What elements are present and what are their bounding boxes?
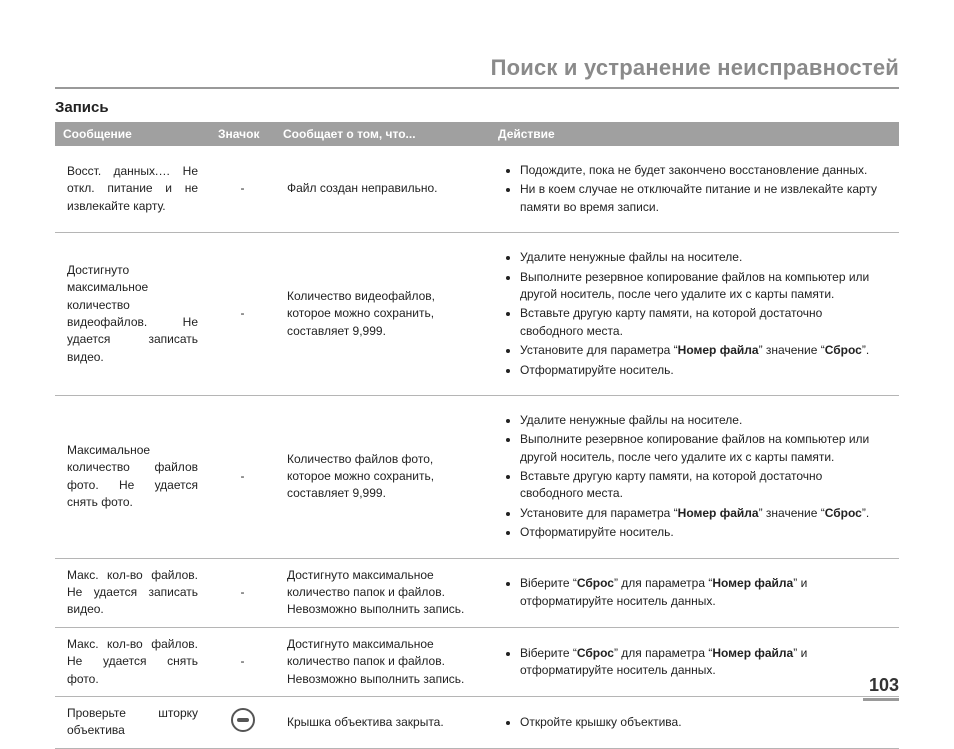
action-list: Удалите ненужные файлы на носителе. Выпол…	[502, 412, 887, 542]
section-title: Запись	[55, 99, 899, 116]
page-number-underline	[863, 698, 899, 701]
action-item: Ни в коем случае не отключайте питание и…	[520, 181, 887, 216]
page-number: 103	[869, 675, 899, 696]
table-row: Восст. данных.… Не откл. питание и не из…	[55, 146, 899, 233]
table-row: Макс. кол-во файлов. Не удается записать…	[55, 558, 899, 627]
cell-icon: -	[210, 558, 275, 627]
action-item: Вставьте другую карту памяти, на которой…	[520, 468, 887, 503]
cell-message: Макс. кол-во файлов. Не удается записать…	[55, 558, 210, 627]
cell-action: Віберите “Сброс” для параметра “Номер фа…	[490, 558, 899, 627]
cell-info: Количество файлов фото, которое можно со…	[275, 395, 490, 558]
table-row: Проверьте шторку объектива Крышка объекти…	[55, 696, 899, 748]
lens-cover-icon	[231, 708, 255, 732]
page-container: Поиск и устранение неисправностей Запись…	[0, 0, 954, 749]
table-row: Макс. кол-во файлов. Не удается снять фо…	[55, 627, 899, 696]
action-item: Отформатируйте носитель.	[520, 524, 887, 541]
cell-action: Подождите, пока не будет закончено восст…	[490, 146, 899, 233]
col-header-info: Сообщает о том, что...	[275, 122, 490, 146]
cell-info: Файл создан неправильно.	[275, 146, 490, 233]
action-list: Откройте крышку объектива.	[502, 714, 887, 731]
table-header-row: Сообщение Значок Сообщает о том, что... …	[55, 122, 899, 146]
troubleshooting-table: Сообщение Значок Сообщает о том, что... …	[55, 122, 899, 749]
action-item: Отформатируйте носитель.	[520, 362, 887, 379]
cell-message: Максимальное количество файлов фото. Не …	[55, 395, 210, 558]
cell-icon: -	[210, 395, 275, 558]
table-row: Достигнуто максимальное количество видео…	[55, 233, 899, 396]
col-header-icon: Значок	[210, 122, 275, 146]
cell-icon: -	[210, 233, 275, 396]
cell-message: Проверьте шторку объектива	[55, 696, 210, 748]
col-header-message: Сообщение	[55, 122, 210, 146]
cell-message: Восст. данных.… Не откл. питание и не из…	[55, 146, 210, 233]
action-item: Вставьте другую карту памяти, на которой…	[520, 305, 887, 340]
action-item: Выполните резервное копирование файлов н…	[520, 269, 887, 304]
action-item: Віберите “Сброс” для параметра “Номер фа…	[520, 575, 887, 610]
cell-info: Достигнуто максимальное количество папок…	[275, 558, 490, 627]
action-item: Откройте крышку объектива.	[520, 714, 887, 731]
divider	[55, 87, 899, 89]
cell-message: Макс. кол-во файлов. Не удается снять фо…	[55, 627, 210, 696]
chapter-title: Поиск и устранение неисправностей	[55, 55, 899, 81]
action-item: Выполните резервное копирование файлов н…	[520, 431, 887, 466]
cell-info: Количество видеофайлов, которое можно со…	[275, 233, 490, 396]
action-item: Установите для параметра “Номер файла” з…	[520, 505, 887, 522]
cell-action: Віберите “Сброс” для параметра “Номер фа…	[490, 627, 899, 696]
action-item: Віберите “Сброс” для параметра “Номер фа…	[520, 645, 887, 680]
cell-action: Откройте крышку объектива.	[490, 696, 899, 748]
cell-action: Удалите ненужные файлы на носителе. Выпол…	[490, 395, 899, 558]
action-list: Подождите, пока не будет закончено восст…	[502, 162, 887, 216]
cell-info: Достигнуто максимальное количество папок…	[275, 627, 490, 696]
action-list: Віберите “Сброс” для параметра “Номер фа…	[502, 645, 887, 680]
action-item: Установите для параметра “Номер файла” з…	[520, 342, 887, 359]
table-row: Максимальное количество файлов фото. Не …	[55, 395, 899, 558]
cell-info: Крышка объектива закрыта.	[275, 696, 490, 748]
col-header-action: Действие	[490, 122, 899, 146]
action-list: Удалите ненужные файлы на носителе. Выпол…	[502, 249, 887, 379]
cell-message: Достигнуто максимальное количество видео…	[55, 233, 210, 396]
action-item: Удалите ненужные файлы на носителе.	[520, 249, 887, 266]
cell-icon: -	[210, 627, 275, 696]
action-item: Подождите, пока не будет закончено восст…	[520, 162, 887, 179]
action-list: Віберите “Сброс” для параметра “Номер фа…	[502, 575, 887, 610]
action-item: Удалите ненужные файлы на носителе.	[520, 412, 887, 429]
cell-action: Удалите ненужные файлы на носителе. Выпол…	[490, 233, 899, 396]
cell-icon: -	[210, 146, 275, 233]
cell-icon	[210, 696, 275, 748]
